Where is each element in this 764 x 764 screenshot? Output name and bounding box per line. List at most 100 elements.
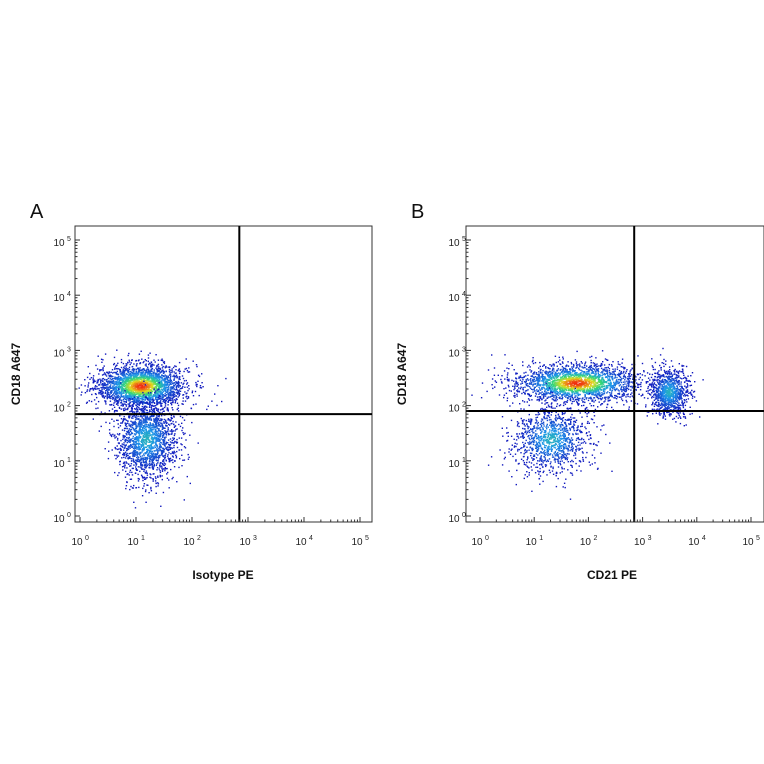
event-dot	[155, 418, 157, 421]
event-dot	[160, 404, 162, 406]
event-dot	[543, 364, 545, 366]
event-dot	[585, 365, 588, 367]
event-dot	[135, 393, 137, 395]
event-dot	[164, 456, 166, 459]
event-dot	[115, 400, 118, 402]
event-dot	[617, 389, 619, 391]
event-dot	[150, 361, 153, 363]
event-dot	[163, 375, 165, 377]
event-dot	[132, 392, 134, 394]
event-dot	[153, 383, 155, 386]
event-dot	[149, 473, 151, 475]
event-dot	[157, 393, 160, 395]
event-dot	[515, 373, 517, 375]
event-dot	[134, 459, 137, 461]
event-dot	[147, 419, 149, 421]
event-dot	[152, 478, 154, 480]
event-dot	[146, 415, 149, 417]
event-dot	[121, 466, 124, 468]
event-dot	[156, 419, 158, 421]
event-dot	[133, 442, 135, 444]
event-dot	[150, 392, 153, 394]
event-dot	[134, 389, 136, 391]
event-dot	[166, 409, 168, 411]
event-dot	[137, 360, 140, 362]
event-dot	[149, 383, 151, 386]
event-dot	[611, 371, 614, 373]
event-dot	[167, 432, 169, 435]
event-dot	[95, 388, 97, 390]
event-dot	[120, 366, 123, 369]
event-dot	[166, 378, 168, 380]
event-dot	[109, 432, 111, 434]
event-dot	[146, 458, 148, 461]
event-dot	[154, 398, 157, 400]
event-dot	[201, 373, 203, 375]
event-dot	[596, 365, 599, 368]
event-dot	[544, 389, 546, 391]
event-dot	[181, 454, 183, 456]
event-dot	[168, 399, 170, 401]
event-dot	[113, 384, 116, 386]
event-dot	[161, 359, 164, 362]
event-dot	[593, 372, 595, 375]
event-dot	[115, 377, 118, 379]
event-dot	[121, 445, 123, 447]
event-dot	[147, 376, 149, 379]
event-dot	[97, 380, 100, 382]
event-dot	[144, 383, 146, 385]
event-dot	[129, 376, 132, 378]
event-dot	[145, 375, 148, 378]
event-dot	[683, 374, 685, 376]
event-dot	[125, 365, 128, 367]
event-dot	[125, 401, 127, 403]
event-dot	[140, 419, 142, 421]
event-dot	[118, 375, 120, 378]
event-dot	[135, 431, 137, 434]
event-dot	[513, 369, 515, 371]
event-dot	[161, 374, 163, 376]
event-dot	[148, 406, 151, 408]
event-dot	[628, 408, 630, 410]
event-dot	[172, 400, 174, 402]
event-dot	[123, 456, 125, 459]
event-dot	[100, 369, 103, 371]
event-dot	[137, 410, 139, 412]
event-dot	[135, 391, 137, 393]
event-dot	[132, 467, 134, 470]
event-dot	[165, 384, 168, 386]
event-dot	[155, 354, 157, 356]
event-dot	[134, 378, 136, 381]
event-dot	[117, 402, 120, 404]
event-dot	[129, 438, 132, 441]
event-dot	[135, 372, 137, 374]
event-dot	[106, 393, 108, 395]
event-dot	[98, 392, 100, 395]
event-dot	[143, 392, 145, 394]
event-dot	[112, 404, 115, 406]
event-dot	[144, 427, 146, 430]
event-dot	[165, 447, 167, 449]
event-dot	[172, 452, 175, 454]
event-dot	[166, 384, 169, 386]
event-dot	[92, 375, 95, 377]
event-dot	[136, 391, 138, 394]
event-dot	[181, 429, 183, 432]
event-dot	[154, 376, 156, 378]
event-dot	[162, 468, 165, 470]
event-dot	[123, 437, 125, 439]
event-dot	[616, 401, 618, 404]
event-dot	[118, 387, 120, 389]
event-dot	[164, 400, 166, 402]
event-dot	[167, 449, 170, 452]
event-dot	[146, 451, 148, 453]
event-dot	[628, 379, 630, 382]
event-dot	[632, 382, 634, 384]
event-dot	[169, 441, 172, 443]
event-dot	[111, 381, 113, 383]
event-dot	[542, 397, 545, 399]
event-dot	[109, 396, 111, 398]
event-dot	[152, 446, 154, 448]
event-dot	[581, 366, 583, 368]
event-dot	[144, 431, 146, 434]
